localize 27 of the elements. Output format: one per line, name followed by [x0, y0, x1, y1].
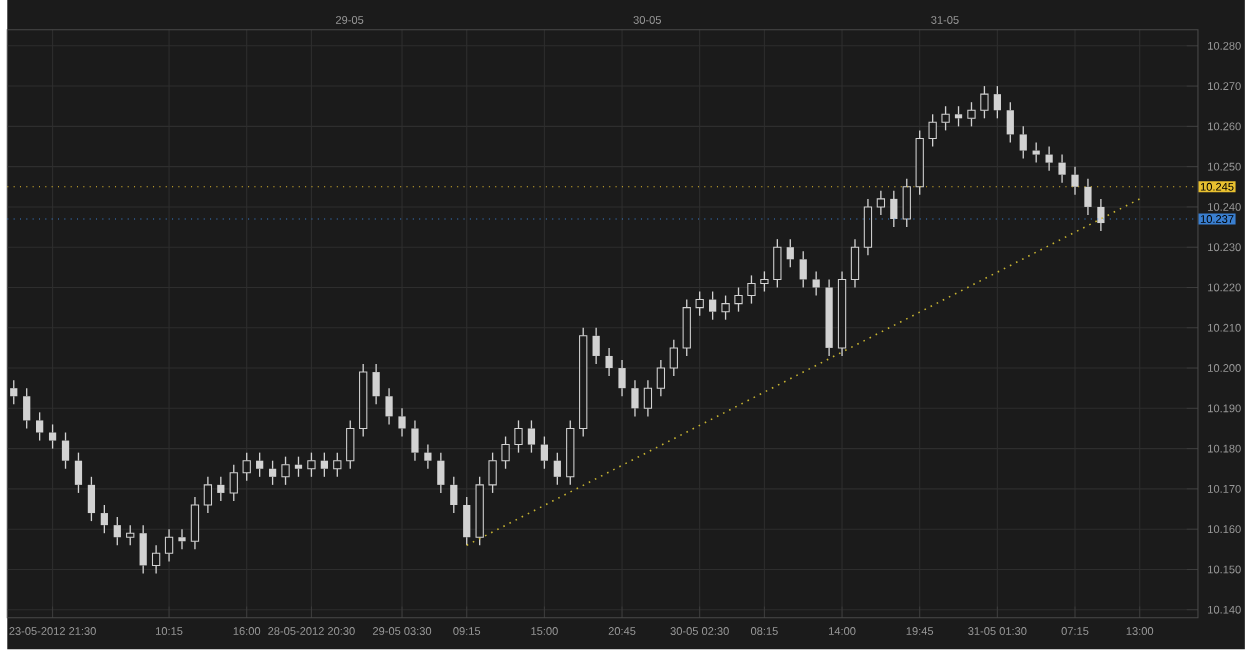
- candlestick: [437, 452, 445, 494]
- candlestick: [643, 379, 653, 418]
- candlestick: [837, 270, 847, 357]
- candlestick: [372, 363, 380, 406]
- candlestick: [825, 279, 833, 357]
- candlestick: [385, 387, 393, 426]
- candlestick: [592, 327, 600, 365]
- candlestick: [1071, 166, 1079, 196]
- candlestick: [1058, 154, 1066, 184]
- candlestick: [203, 476, 213, 514]
- candlestick: [863, 198, 873, 257]
- candlestick: [631, 379, 639, 418]
- candlestick: [850, 238, 860, 289]
- candlestick: [605, 347, 613, 378]
- candlestick: [398, 407, 406, 438]
- candlestick: [164, 528, 174, 563]
- candlestick: [1097, 198, 1105, 233]
- candlestick: [151, 544, 161, 575]
- candlestick: [876, 190, 886, 216]
- candlestick: [656, 359, 666, 398]
- candlestick: [1084, 178, 1092, 216]
- candlestick: [411, 420, 419, 462]
- candlestick: [618, 359, 626, 398]
- candlestick: [424, 444, 432, 470]
- candlestick: [1045, 146, 1053, 172]
- candlestick: [190, 496, 200, 551]
- candlestick: [178, 528, 186, 551]
